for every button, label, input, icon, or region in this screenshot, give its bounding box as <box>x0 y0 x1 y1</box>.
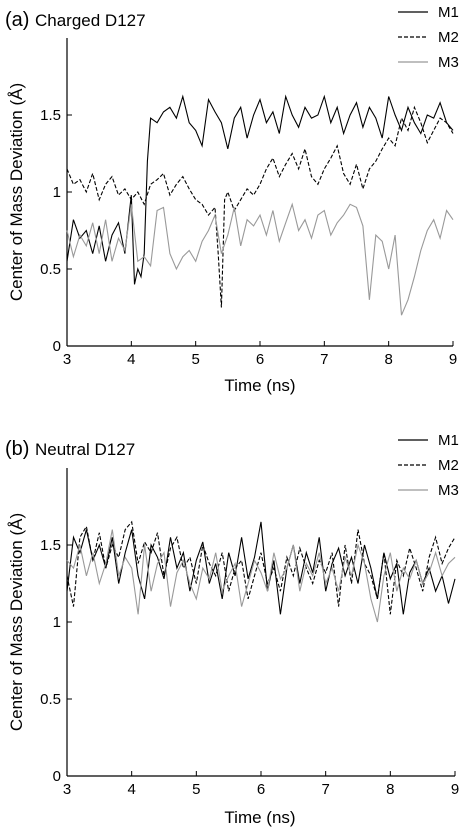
x-tick-label: 3 <box>63 781 71 798</box>
x-tick-label: 9 <box>449 351 457 368</box>
series-line-m1 <box>66 94 454 285</box>
x-tick-label: 3 <box>63 351 71 368</box>
y-tick-label: 1 <box>53 184 61 201</box>
chart-panel-b: (b) Neutral D127 Center of Mass Deviatio… <box>5 432 459 827</box>
x-tick-label: 7 <box>321 781 329 798</box>
x-tick-label: 5 <box>191 351 199 368</box>
series-line-m3 <box>66 202 454 316</box>
x-axis-label: Time (ns) <box>224 808 295 827</box>
chart-title: Charged D127 <box>35 11 146 30</box>
series-line-m2 <box>66 520 456 615</box>
chart-panel-a: (a) Charged D127 Center of Mass Deviatio… <box>5 4 459 395</box>
x-tick-label: 4 <box>127 781 135 798</box>
y-tick-label: 0 <box>53 768 61 785</box>
y-tick-label: 1 <box>53 614 61 631</box>
legend-label-m2: M2 <box>438 29 459 46</box>
plot-area: 3 4 5 6 7 8 9 0 0.5 1 1.5 M1 M2 M3 <box>40 432 459 798</box>
series-line-m3 <box>66 529 456 623</box>
x-tick-label: 6 <box>256 351 264 368</box>
plot-area: 3 4 5 6 7 8 9 0 0.5 1 1.5 M1 M2 M3 <box>40 4 459 368</box>
y-tick-label: 0.5 <box>40 691 61 708</box>
series-line-m1 <box>66 521 456 615</box>
y-tick-label: 0.5 <box>40 261 61 278</box>
x-tick-label: 5 <box>192 781 200 798</box>
y-tick-label: 1.5 <box>40 537 61 554</box>
legend-label-m3: M3 <box>438 482 459 499</box>
x-tick-label: 6 <box>257 781 265 798</box>
series-line-m2 <box>66 105 454 308</box>
y-tick-label: 1.5 <box>40 107 61 124</box>
chart-title: Neutral D127 <box>35 440 135 459</box>
y-axis-label: Center of Mass Deviation (Å) <box>7 513 26 731</box>
panel-label: (b) <box>5 438 29 460</box>
legend-label-m2: M2 <box>438 457 459 474</box>
x-tick-label: 7 <box>320 351 328 368</box>
x-tick-label: 9 <box>451 781 459 798</box>
legend-label-m1: M1 <box>438 432 459 449</box>
panel-label: (a) <box>5 9 29 31</box>
x-tick-label: 8 <box>384 351 392 368</box>
legend-label-m3: M3 <box>438 54 459 71</box>
x-tick-label: 4 <box>127 351 135 368</box>
legend-label-m1: M1 <box>438 4 459 21</box>
x-tick-label: 8 <box>386 781 394 798</box>
x-axis-label: Time (ns) <box>224 376 295 395</box>
y-axis-label: Center of Mass Deviation (Å) <box>7 83 26 301</box>
y-tick-label: 0 <box>53 338 61 355</box>
